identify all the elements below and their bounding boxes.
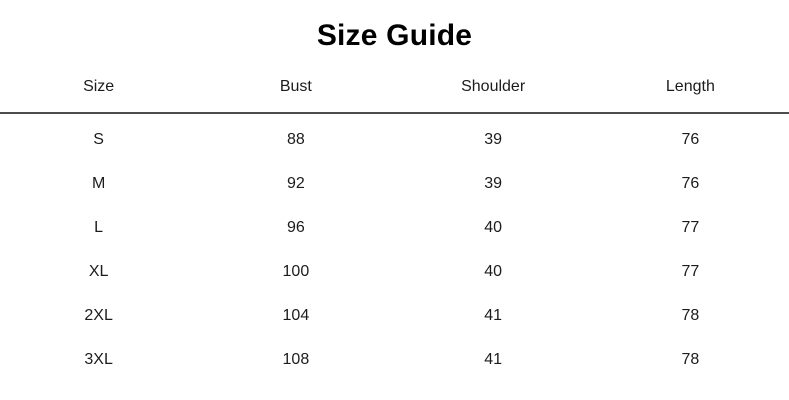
table-cell: 77 — [681, 219, 700, 236]
table-cell: 76 — [681, 175, 700, 192]
size-label-cell: L — [94, 219, 104, 236]
table-cell: 39 — [484, 175, 503, 192]
column-header-bust: Bust — [197, 56, 395, 114]
table-cell: 78 — [681, 307, 700, 324]
table-cell: 78 — [681, 351, 700, 368]
column-header-length: Length — [591, 56, 789, 114]
column-header-shoulder: Shoulder — [394, 56, 592, 114]
table-cell: 92 — [286, 175, 305, 192]
table-cell: 104 — [282, 307, 310, 324]
table-cell: 41 — [484, 307, 503, 324]
table-cell: 108 — [282, 351, 310, 368]
table-cell: 100 — [282, 263, 310, 280]
table-row: XL 100 40 77 — [0, 250, 789, 294]
table-cell: 40 — [484, 263, 503, 280]
table-row: L 96 40 77 — [0, 206, 789, 250]
table-row: 3XL 108 41 78 — [0, 338, 789, 382]
table-row: M 92 39 76 — [0, 162, 789, 206]
table-cell: 40 — [484, 219, 503, 236]
column-header-size: Size — [0, 56, 198, 114]
table-row: S 88 39 76 — [0, 113, 789, 162]
table-cell: 39 — [484, 131, 503, 148]
table-header-row: Size Bust Shoulder Length — [0, 56, 789, 114]
size-label-cell: S — [93, 131, 104, 148]
size-label-cell: 2XL — [84, 307, 113, 324]
size-label-cell: XL — [88, 263, 109, 280]
table-cell: 41 — [484, 351, 503, 368]
size-label-cell: M — [91, 175, 106, 192]
table-cell: 88 — [286, 131, 305, 148]
table-row: 2XL 104 41 78 — [0, 294, 789, 338]
size-label-cell: 3XL — [84, 351, 113, 368]
table-cell: 76 — [681, 131, 700, 148]
page-title: Size Guide — [316, 19, 473, 52]
table-header: Size Bust Shoulder Length — [0, 56, 789, 114]
table-body: S 88 39 76 M 92 39 76 L 96 40 77 XL 100 40 77 2XL 104 41 78… — [0, 113, 789, 382]
table-cell: 77 — [681, 263, 700, 280]
table-cell: 96 — [286, 219, 305, 236]
size-guide-table: Size Bust Shoulder Length S 88 39 76 M 92 39 76 L 96… — [0, 56, 789, 382]
